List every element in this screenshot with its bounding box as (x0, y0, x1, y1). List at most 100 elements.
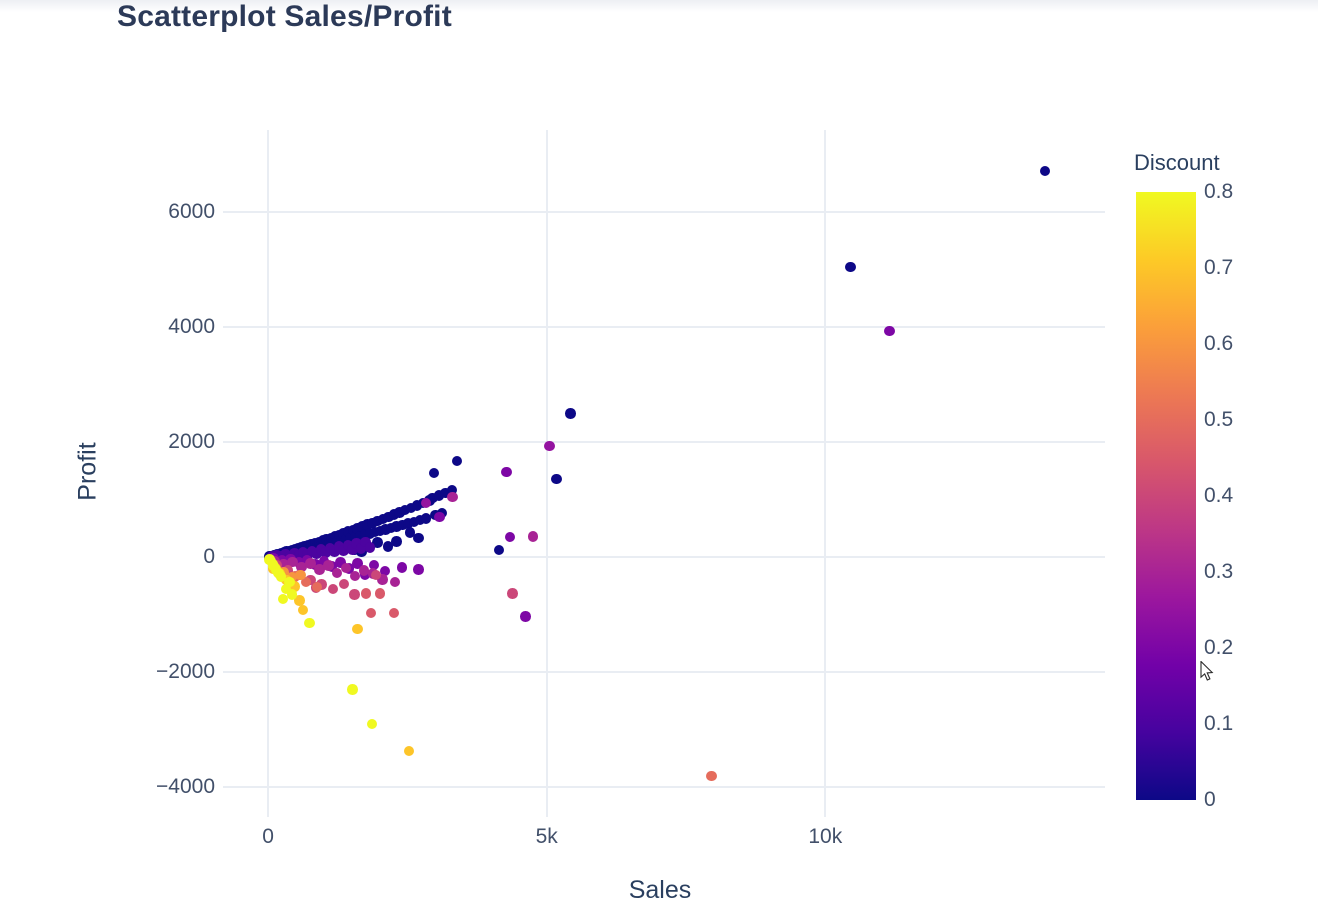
y-grid-line (223, 325, 1105, 328)
scatter-point[interactable] (389, 576, 401, 588)
scatter-point[interactable] (706, 770, 717, 782)
scatter-point[interactable] (340, 562, 352, 574)
plot-area[interactable] (223, 130, 1105, 817)
scatter-point[interactable] (551, 473, 562, 485)
scatter-point[interactable] (352, 558, 363, 569)
scatter-point[interactable] (451, 455, 463, 467)
scatter-point[interactable] (411, 500, 423, 511)
scatter-point[interactable] (295, 569, 306, 581)
scatter-point[interactable] (493, 544, 505, 556)
scatter-point[interactable] (380, 524, 391, 535)
scatter-point[interactable] (347, 684, 358, 695)
scatter-point[interactable] (304, 617, 315, 629)
scatter-point[interactable] (323, 560, 334, 571)
scatter-point[interactable] (382, 541, 394, 552)
scatter-point[interactable] (434, 511, 445, 523)
scatter-point[interactable] (501, 466, 512, 478)
scatter-point[interactable] (520, 611, 531, 622)
scatter-point[interactable] (366, 718, 377, 730)
scatter-point[interactable] (845, 261, 856, 273)
chart-title: Scatterplot Sales/Profit (117, 0, 452, 33)
scatter-point[interactable] (338, 578, 350, 590)
scatter-point[interactable] (379, 565, 391, 577)
scatter-point[interactable] (372, 515, 383, 527)
scatter-point[interactable] (527, 531, 539, 542)
scatter-point[interactable] (275, 571, 287, 582)
scatter-point[interactable] (396, 562, 408, 573)
scatter-point[interactable] (327, 583, 338, 595)
scatter-point[interactable] (305, 558, 316, 569)
scatter-point[interactable] (402, 518, 414, 529)
scatter-point[interactable] (391, 521, 402, 532)
scatter-point[interactable] (405, 502, 417, 514)
scatter-point[interactable] (413, 564, 424, 575)
scatter-point[interactable] (335, 557, 346, 568)
scatter-point[interactable] (338, 545, 349, 556)
scatter-point[interactable] (374, 525, 386, 536)
scatter-point[interactable] (394, 507, 405, 518)
scatter-point[interactable] (370, 569, 382, 581)
scatter-point[interactable] (358, 565, 370, 576)
scatter-point[interactable] (391, 536, 402, 547)
scatter-point[interactable] (388, 509, 400, 520)
scatter-point[interactable] (1039, 165, 1051, 177)
scatter-point[interactable] (329, 546, 340, 557)
scatter-point[interactable] (440, 487, 451, 499)
scatter-point[interactable] (331, 567, 343, 579)
scatter-point[interactable] (383, 511, 394, 523)
x-axis-title: Sales (628, 876, 692, 904)
scatter-point[interactable] (544, 440, 555, 452)
scatter-point[interactable] (420, 497, 432, 509)
colorbar-tick-label: 0.4 (1204, 484, 1234, 507)
scatter-point[interactable] (403, 745, 415, 757)
scatter-point[interactable] (433, 490, 445, 501)
scatter-point[interactable] (414, 514, 426, 526)
scatter-point[interactable] (320, 547, 331, 558)
scatter-point[interactable] (347, 544, 358, 555)
scatter-point[interactable] (413, 532, 424, 544)
scatter-point[interactable] (447, 491, 458, 503)
scatter-point[interactable] (287, 556, 298, 568)
scatter-point[interactable] (300, 576, 312, 588)
scatter-point[interactable] (427, 492, 438, 504)
scatter-point[interactable] (349, 570, 361, 582)
scatter-point[interactable] (294, 595, 305, 606)
scatter-point[interactable] (278, 558, 289, 570)
scatter-point[interactable] (314, 564, 325, 575)
scatter-point[interactable] (377, 574, 388, 585)
scatter-point[interactable] (360, 588, 372, 599)
scatter-point[interactable] (399, 504, 411, 516)
scatter-point[interactable] (364, 542, 376, 553)
scatter-point[interactable] (289, 581, 300, 592)
scatter-point[interactable] (884, 325, 895, 337)
scatter-point[interactable] (284, 576, 295, 588)
scatter-point[interactable] (365, 607, 377, 619)
scatter-point[interactable] (404, 527, 416, 538)
scatter-point[interactable] (420, 513, 432, 524)
scatter-point[interactable] (352, 623, 363, 635)
scatter-point[interactable] (446, 484, 458, 496)
scatter-point[interactable] (377, 513, 389, 525)
scatter-point[interactable] (507, 588, 518, 599)
scatter-point[interactable] (428, 467, 440, 479)
scatter-point[interactable] (372, 537, 383, 548)
scatter-point[interactable] (565, 408, 576, 419)
scatter-point[interactable] (311, 581, 323, 593)
scatter-point[interactable] (408, 516, 420, 528)
colorbar-tick-label: 0.5 (1204, 408, 1234, 431)
scatter-point[interactable] (286, 589, 298, 600)
scatter-point[interactable] (280, 583, 292, 595)
scatter-point[interactable] (397, 519, 408, 531)
scatter-point[interactable] (296, 561, 307, 573)
scatter-point[interactable] (374, 588, 386, 599)
scatter-point[interactable] (385, 522, 397, 534)
scatter-point[interactable] (504, 531, 516, 543)
scatter-point[interactable] (388, 607, 400, 619)
scatter-point[interactable] (355, 543, 367, 554)
scatter-point[interactable] (349, 589, 360, 600)
y-tick-label: 0 (203, 545, 215, 569)
scatter-point[interactable] (368, 559, 380, 571)
scatter-point[interactable] (360, 536, 371, 548)
scatter-point[interactable] (277, 593, 289, 605)
scatter-point[interactable] (297, 604, 309, 616)
